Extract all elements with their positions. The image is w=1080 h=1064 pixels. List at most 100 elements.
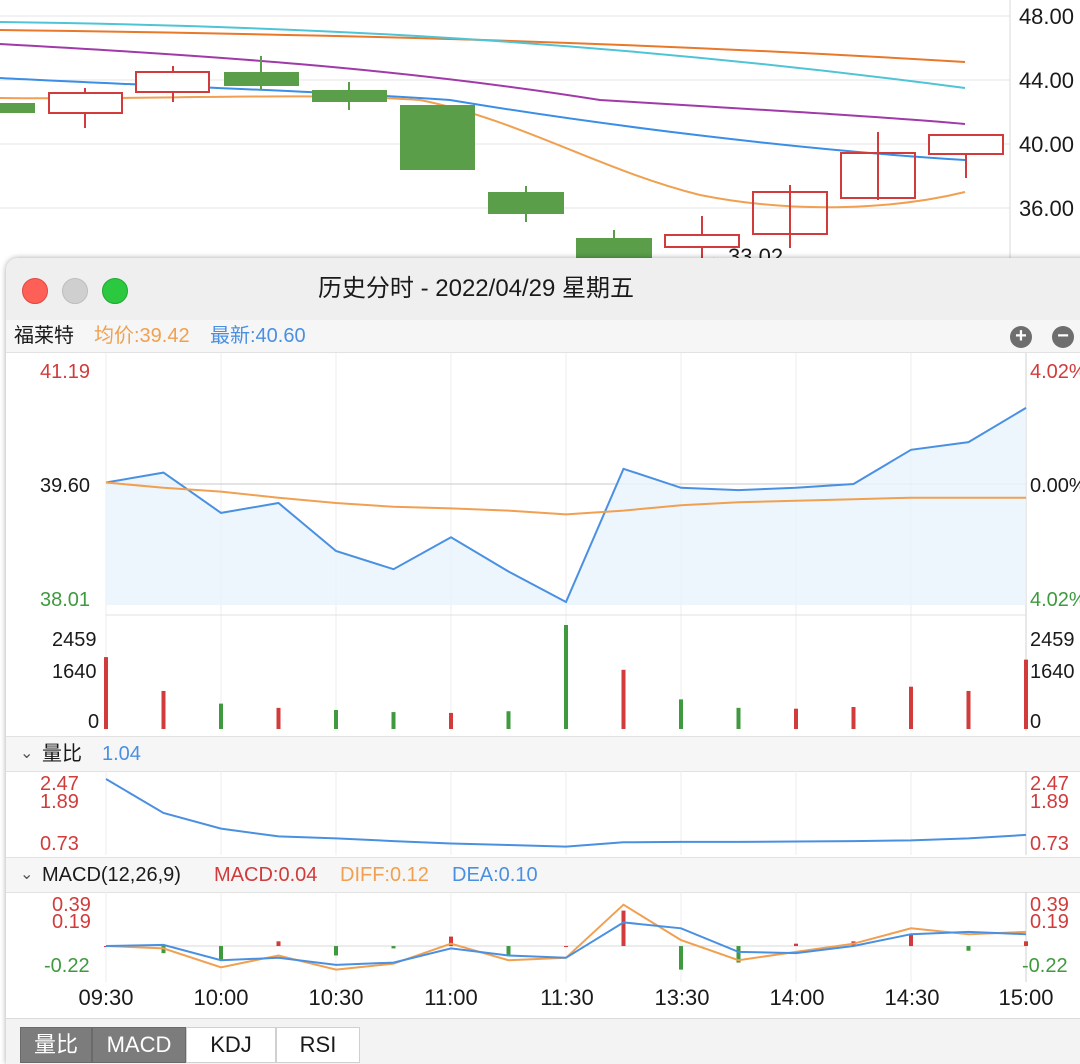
volume-bar [794,708,798,729]
pct-high-label: 4.02% [1030,361,1080,383]
volume-bar [736,707,741,729]
macd-histogram-bar [909,934,913,947]
macd-histogram-bar [449,936,453,947]
dea-value: DEA:0.10 [452,864,538,886]
price-series-line [105,407,1027,604]
volume-bar [391,712,396,729]
volume-ratio-title: 量比 [42,743,82,765]
time-label: 09:30 [78,985,134,1010]
history-timeshare-window: 历史分时 - 2022/04/29 星期五 福莱特 均价:39.42 最新:40… [6,258,1080,1064]
macd-histogram-bar [219,946,223,961]
quote-info-bar: 福莱特 均价:39.42 最新:40.60 [6,320,1080,353]
zoom-out-button[interactable]: − [1052,326,1074,348]
macd-histogram-bar [736,946,741,963]
time-label: 14:00 [769,985,825,1010]
macd-header[interactable]: ⌄ MACD(12,26,9) MACD:0.04 DIFF:0.12 DEA:… [6,857,1080,893]
minimize-button[interactable] [62,278,88,304]
volume-bar [334,709,338,729]
pct-low-label: 4.02% [1030,589,1080,611]
zoom-in-button[interactable]: + [1010,326,1032,348]
volume-zero-label: 0 [88,711,100,733]
macd-histogram-bar [276,941,281,947]
chevron-down-icon[interactable]: ⌄ [20,745,34,762]
volume-bar [851,707,856,729]
time-label: 13:30 [654,985,710,1010]
time-label: 10:30 [308,985,364,1010]
tab-volume-ratio[interactable]: 量比 [20,1027,92,1063]
time-label: 11:00 [424,985,478,1010]
bg-y-label: 40.00 [1018,132,1074,157]
time-label: 10:00 [193,985,249,1010]
macd-histogram-bar [161,946,166,954]
time-label: 14:30 [884,985,940,1010]
time-label: 15:00 [998,985,1054,1010]
macd-title: MACD(12,26,9) [42,864,181,886]
macd-axis-high-right: 0.39 [1030,894,1069,916]
avg-price: 均价:39.42 [94,325,190,347]
macd-histogram-bar [794,943,798,947]
volume-bar [276,707,281,729]
tab-macd[interactable]: MACD [92,1027,186,1063]
macd-histogram-bar [621,910,626,947]
dea-series-line [105,921,1027,966]
diff-value: DIFF:0.12 [340,864,429,886]
price-high-label: 41.19 [40,361,91,383]
volume-bar [564,625,568,729]
volume-bar [1024,659,1028,729]
pct-mid-label: 0.00% [1030,475,1080,497]
volume-bar [449,712,453,729]
volume-top-label: 2459 [52,629,97,651]
maximize-button[interactable] [102,278,128,304]
macd-axis-mid: 0.19 [52,911,91,933]
volume-zero-label-right: 0 [1030,711,1042,733]
macd-chart [104,892,1028,982]
bg-y-label: 44.00 [1018,68,1074,93]
close-button[interactable] [22,278,48,304]
macd-histogram-bar [391,946,396,949]
volume-bar [909,686,913,729]
ratio-axis-low: 0.73 [40,833,79,855]
volume-bar [621,669,626,729]
price-chart [104,353,1028,731]
macd-axis-mid-right: 0.19 [1030,911,1069,933]
price-low-label: 38.01 [40,589,91,611]
macd-histogram-bar [1024,941,1028,947]
macd-histogram-bar [506,946,511,956]
macd-axis-low-right: -0.22 [1022,955,1068,977]
tab-kdj[interactable]: KDJ [186,1027,276,1063]
bg-y-label: 48.00 [1018,4,1074,29]
volume-mid-label: 1640 [52,661,97,683]
volume-mid-label-right: 1640 [1030,661,1075,683]
price-area [106,407,1026,605]
volume-bar [966,690,971,729]
volume-top-label-right: 2459 [1030,629,1075,651]
avg-price-series-line [105,481,1026,516]
indicator-tab-bar: 量比 MACD KDJ RSI [6,1018,1080,1064]
bg-y-label: 36.00 [1018,196,1074,221]
macd-histogram-bar [564,946,568,948]
volume-ratio-series-line [105,778,1027,848]
volume-bar [219,703,223,729]
macd-histogram-bar [679,946,683,970]
macd-histogram-bar [966,946,971,951]
stock-name: 福莱特 [14,325,74,347]
volume-ratio-value: 1.04 [102,743,141,765]
macd-axis-low: -0.22 [44,955,90,977]
chevron-down-icon[interactable]: ⌄ [20,866,34,883]
ratio-axis-mid-right: 1.89 [1030,791,1069,813]
macd-axis-high: 0.39 [52,894,91,916]
volume-bar [104,657,108,729]
tab-rsi[interactable]: RSI [276,1027,360,1063]
macd-value: MACD:0.04 [214,864,318,886]
volume-ratio-header[interactable]: ⌄ 量比 1.04 [6,736,1080,772]
ratio-axis-high: 2.47 [40,773,79,795]
title-bar[interactable]: 历史分时 - 2022/04/29 星期五 [6,258,1080,321]
ratio-axis-low-right: 0.73 [1030,833,1069,855]
window-title: 历史分时 - 2022/04/29 星期五 [317,275,635,302]
ratio-axis-high-right: 2.47 [1030,773,1069,795]
ratio-axis-mid: 1.89 [40,791,79,813]
latest-price: 最新:40.60 [210,325,306,347]
volume-bar [506,711,511,729]
price-mid-label: 39.60 [40,475,91,497]
